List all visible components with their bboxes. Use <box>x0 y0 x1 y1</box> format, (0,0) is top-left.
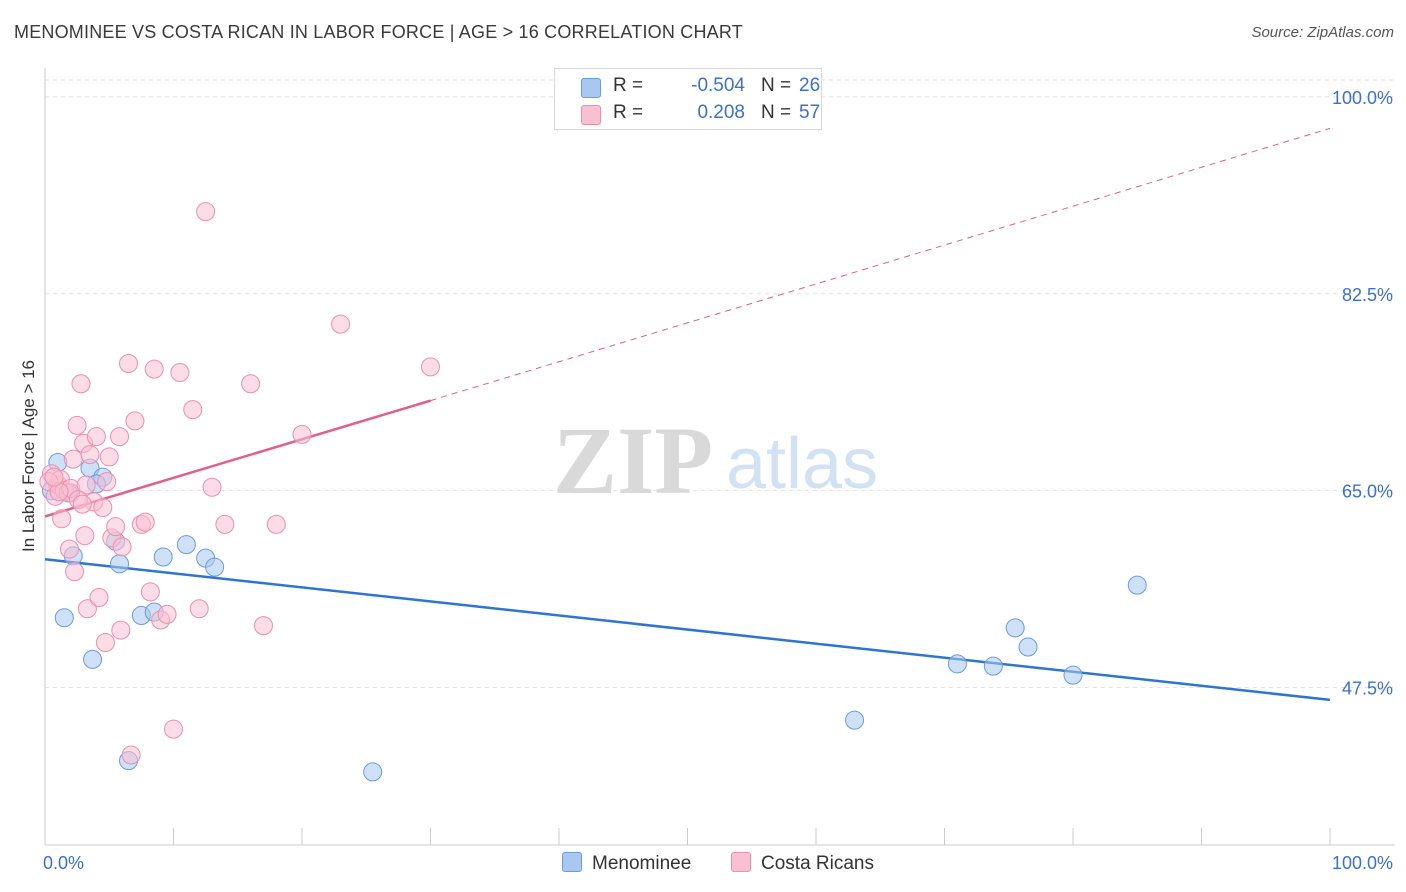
trend-lines <box>44 127 1331 702</box>
point-costa-ricans <box>121 745 141 765</box>
point-costa-ricans <box>80 445 100 465</box>
r-value: 0.208 <box>697 102 745 123</box>
point-costa-ricans <box>63 449 83 469</box>
point-costa-ricans <box>93 498 113 517</box>
point-menominee <box>83 649 103 669</box>
point-menominee <box>983 656 1003 676</box>
bottom-legend-menominee: Menominee <box>562 852 691 875</box>
n-value: 26 <box>799 75 821 96</box>
point-costa-ricans <box>106 517 126 537</box>
point-menominee <box>110 554 130 574</box>
source-label: Source: ZipAtlas.com <box>1251 24 1394 41</box>
point-costa-ricans <box>86 427 106 447</box>
point-costa-ricans <box>157 604 177 624</box>
point-costa-ricans <box>202 477 222 497</box>
point-costa-ricans <box>76 475 96 495</box>
y-tick-label: 82.5% <box>1342 285 1393 305</box>
point-costa-ricans <box>135 512 155 532</box>
menominee-swatch <box>562 852 582 872</box>
point-costa-ricans <box>196 202 216 222</box>
costa-ricans-swatch <box>731 852 751 872</box>
watermark-atlas: atlas <box>726 424 878 504</box>
point-costa-ricans <box>421 357 440 377</box>
point-costa-ricans <box>44 467 64 487</box>
point-costa-ricans <box>67 415 87 435</box>
point-costa-ricans <box>241 374 261 394</box>
n-label: N = <box>761 75 792 96</box>
chart-title: MENOMINEE VS COSTA RICAN IN LABOR FORCE … <box>14 22 743 42</box>
point-costa-ricans <box>140 582 160 602</box>
trend-line-extrapolated <box>430 127 1331 402</box>
x-tick-label: 0.0% <box>43 853 84 873</box>
point-costa-ricans <box>112 537 132 557</box>
point-menominee <box>54 608 74 628</box>
point-costa-ricans <box>111 620 131 640</box>
point-menominee <box>153 547 173 567</box>
point-costa-ricans <box>89 588 109 607</box>
point-costa-ricans <box>266 514 286 534</box>
point-costa-ricans <box>97 472 117 492</box>
point-costa-ricans <box>52 509 72 529</box>
point-costa-ricans <box>71 374 91 394</box>
n-label: N = <box>761 102 792 123</box>
point-menominee <box>363 762 383 782</box>
point-menominee <box>1063 665 1083 685</box>
y-tick-label: 65.0% <box>1342 482 1393 502</box>
point-costa-ricans <box>170 363 190 382</box>
point-costa-ricans <box>77 599 97 619</box>
point-costa-ricans <box>95 633 115 652</box>
menominee-label: Menominee <box>592 853 692 874</box>
costa-ricans-swatch <box>581 105 601 125</box>
point-costa-ricans <box>65 562 85 582</box>
point-costa-ricans <box>331 314 351 334</box>
point-costa-ricans <box>110 427 130 447</box>
r-label: R = <box>613 75 644 96</box>
y-tick-label: 100.0% <box>1332 88 1393 108</box>
costa-ricans-label: Costa Ricans <box>761 853 874 874</box>
r-value: -0.504 <box>691 75 745 96</box>
point-menominee <box>845 710 865 730</box>
watermark-zip: ZIP <box>553 407 713 514</box>
axes <box>44 68 1395 846</box>
trend-line-menominee <box>44 558 1331 702</box>
point-costa-ricans <box>292 424 312 444</box>
point-costa-ricans <box>72 494 92 514</box>
point-costa-ricans <box>59 539 79 559</box>
point-costa-ricans <box>183 400 203 420</box>
point-costa-ricans <box>125 411 145 431</box>
point-costa-ricans <box>164 719 183 739</box>
point-costa-ricans <box>189 599 209 619</box>
y-axis-label: In Labor Force | Age > 16 <box>19 359 38 553</box>
point-menominee <box>176 535 196 555</box>
bottom-legend-costa-ricans: Costa Ricans <box>731 852 874 875</box>
x-tick-label: 100.0% <box>1332 853 1393 873</box>
point-menominee <box>947 654 967 674</box>
point-menominee <box>1018 637 1038 657</box>
point-costa-ricans <box>215 514 235 534</box>
menominee-swatch <box>581 78 601 98</box>
point-menominee <box>205 557 225 577</box>
point-costa-ricans <box>253 616 273 636</box>
trend-line-costa-ricans <box>44 399 431 518</box>
point-costa-ricans <box>99 447 119 467</box>
y-tick-label: 47.5% <box>1342 679 1393 699</box>
tick-labels: 47.5% 65.0% 82.5% 100.0% 0.0% 100.0% <box>43 88 1393 873</box>
data-points <box>39 202 1147 782</box>
point-costa-ricans <box>119 354 139 373</box>
point-costa-ricans <box>144 359 164 379</box>
point-menominee <box>1005 618 1025 638</box>
n-value: 57 <box>799 102 821 123</box>
correlation-legend: R = -0.504 N = 26 R = 0.208 N = 57 <box>554 68 822 130</box>
r-label: R = <box>613 102 644 123</box>
point-menominee <box>1127 575 1147 595</box>
point-costa-ricans <box>75 526 95 546</box>
